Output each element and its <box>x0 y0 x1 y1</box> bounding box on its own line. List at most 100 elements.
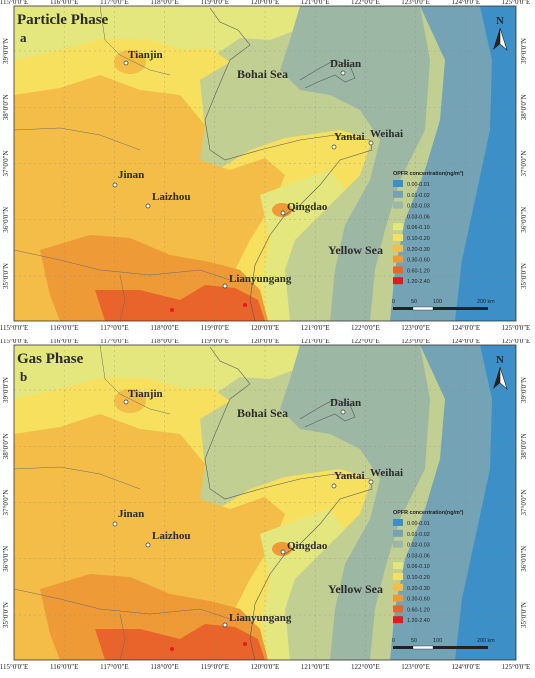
graticule <box>14 345 516 660</box>
label-tianjin: Tianjin <box>128 388 163 400</box>
x-tick-label: 125°0'0"E <box>502 0 531 6</box>
scale-label-50: 50 <box>411 299 417 305</box>
hotspot-red-1 <box>170 308 174 312</box>
legend-swatch <box>393 223 403 231</box>
north-arrow-icon: N <box>493 15 508 51</box>
legend-label: 0.01-0.02 <box>407 532 430 538</box>
x-tick-label: 123°0'0"E <box>401 663 430 671</box>
label-laizhou: Laizhou <box>152 191 191 203</box>
legend-label: 0.03-0.06 <box>407 553 430 559</box>
x-tick-label: 121°0'0"E <box>301 0 330 6</box>
y-tick-label: 39°0'0"N <box>2 377 10 403</box>
legend-swatch <box>393 540 403 548</box>
marker-lianyungang <box>222 622 228 628</box>
x-tick-label: 124°0'0"E <box>451 339 480 345</box>
marker-tianjin <box>123 399 129 405</box>
map-frame <box>13 344 517 661</box>
legend-label: 0.10-0.20 <box>407 575 430 581</box>
y-tick-label: 39°0'0"N <box>520 38 528 64</box>
y-tick-label: 37°0'0"N <box>520 151 528 177</box>
label-jinan: Jinan <box>118 169 144 181</box>
y-tick-label: 35°0'0"N <box>520 602 528 628</box>
x-tick-label: 125°0'0"E <box>502 324 531 332</box>
y-tick-label: 37°0'0"N <box>520 490 528 516</box>
legend-swatch <box>393 551 403 559</box>
zone-sea-mid <box>280 345 430 660</box>
legend-label: 0.06-0.10 <box>407 564 430 570</box>
label-jinan: Jinan <box>118 508 144 520</box>
scale-label-100: 100 <box>433 299 442 305</box>
legend-swatch <box>393 244 403 252</box>
legend-swatch <box>393 562 403 570</box>
x-tick-label: 121°0'0"E <box>301 663 330 671</box>
coastline <box>204 7 373 321</box>
x-tick-label: 120°0'0"E <box>251 0 280 6</box>
label-lianyungang: Lianyungang <box>229 612 292 624</box>
label-yellow-sea: Yellow Sea <box>328 243 383 257</box>
scale-bar: 0 50 100 200 km <box>392 638 495 650</box>
x-tick-label: 122°0'0"E <box>351 339 380 345</box>
x-tick-label: 115°0'0"E <box>0 0 28 6</box>
legend-label: 1.20-2.40 <box>407 279 430 285</box>
legend-swatch <box>393 616 403 624</box>
y-tick-label: 38°0'0"N <box>520 433 528 459</box>
label-yellow-sea: Yellow Sea <box>328 582 383 596</box>
x-tick-label: 120°0'0"E <box>251 339 280 345</box>
x-tick-label: 117°0'0"E <box>100 324 128 332</box>
x-tick-label: 116°0'0"E <box>50 324 78 332</box>
scale-label-0: 0 <box>392 638 395 644</box>
legend-title: OPFR concentration(ng/m³) <box>393 510 464 516</box>
hotspot-red-2 <box>243 303 247 307</box>
x-tick-label: 117°0'0"E <box>100 663 128 671</box>
map-frame <box>13 5 517 322</box>
panel-letter: a <box>20 30 27 45</box>
marker-laizhou <box>145 542 151 548</box>
y-tick-label: 36°0'0"N <box>2 546 10 572</box>
city-markers <box>112 399 374 628</box>
x-tick-label: 118°0'0"E <box>150 324 178 332</box>
marker-qingdao <box>280 549 286 555</box>
marker-jinan <box>112 521 118 527</box>
marker-weihai <box>368 140 374 146</box>
x-tick-label: 121°0'0"E <box>301 324 330 332</box>
legend-label: 0.06-0.10 <box>407 225 430 231</box>
legend: OPFR concentration(ng/m³) 0.00-0.01 0.01-… <box>393 510 464 624</box>
marker-yantai <box>331 483 337 489</box>
scale-label-100: 100 <box>433 638 442 644</box>
legend-label: 0.03-0.06 <box>407 214 430 220</box>
x-tick-label: 116°0'0"E <box>50 0 78 6</box>
label-laizhou: Laizhou <box>152 530 191 542</box>
legend-label: 0.02-0.03 <box>407 204 430 210</box>
scale-label-200: 200 km <box>477 638 495 644</box>
x-tick-label: 123°0'0"E <box>401 0 430 6</box>
province-border <box>14 6 231 321</box>
panel-title: Gas Phase <box>17 351 84 367</box>
x-tick-label: 122°0'0"E <box>351 663 380 671</box>
label-tianjin: Tianjin <box>128 49 163 61</box>
y-tick-label: 37°0'0"N <box>2 151 10 177</box>
x-tick-label: 122°0'0"E <box>351 324 380 332</box>
legend-swatch <box>393 594 403 602</box>
north-label: N <box>496 15 504 27</box>
marker-yantai <box>331 144 337 150</box>
coastline <box>204 346 373 660</box>
legend-swatch <box>393 266 403 274</box>
zone-peak <box>95 624 265 660</box>
y-tick-label: 36°0'0"N <box>520 546 528 572</box>
y-tick-label: 39°0'0"N <box>2 38 10 64</box>
label-lianyungang: Lianyungang <box>229 273 292 285</box>
legend-label: 0.00-0.01 <box>407 521 430 527</box>
y-tick-label: 36°0'0"N <box>2 207 10 233</box>
x-tick-label: 115°0'0"E <box>0 663 28 671</box>
x-tick-label: 125°0'0"E <box>502 339 531 345</box>
hotspot-red-1 <box>170 647 174 651</box>
x-tick-label: 115°0'0"E <box>0 324 28 332</box>
legend-label: 0.60-1.20 <box>407 268 430 274</box>
label-yantai: Yantai <box>334 131 365 143</box>
x-tick-label: 124°0'0"E <box>451 663 480 671</box>
scale-label-200: 200 km <box>477 299 495 305</box>
legend-label: 0.30-0.60 <box>407 258 430 264</box>
x-tick-label: 123°0'0"E <box>401 324 430 332</box>
x-tick-label: 125°0'0"E <box>502 663 531 671</box>
zone-sea-mid <box>280 6 430 321</box>
